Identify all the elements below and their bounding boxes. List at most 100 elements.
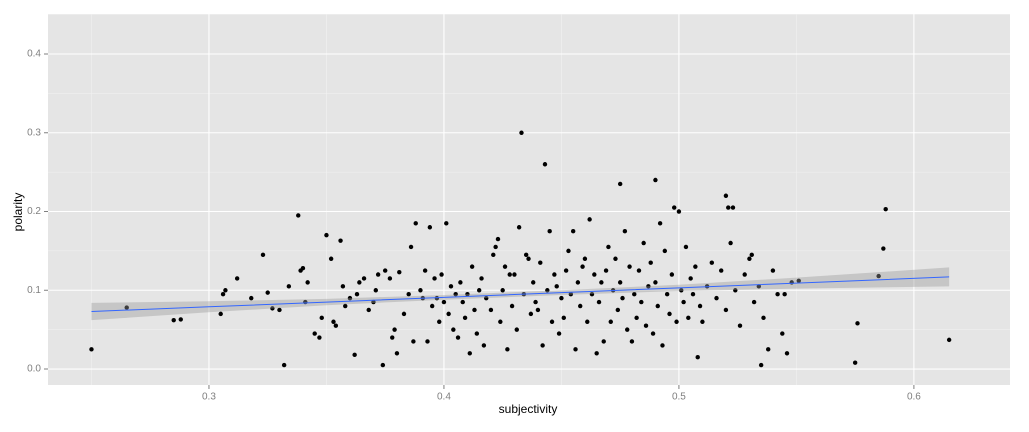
point: [505, 347, 510, 352]
point: [512, 272, 517, 277]
point: [331, 319, 336, 324]
point: [429, 303, 435, 309]
point: [556, 331, 562, 336]
point: [578, 303, 583, 309]
point: [444, 221, 449, 226]
point: [498, 319, 503, 324]
point: [737, 323, 743, 328]
point: [343, 303, 348, 309]
point: [281, 362, 287, 368]
point: [674, 319, 679, 324]
point: [260, 252, 266, 258]
point: [418, 288, 423, 293]
point: [697, 303, 703, 309]
point: [542, 162, 548, 167]
point: [220, 291, 226, 297]
point: [881, 246, 886, 251]
point: [540, 343, 545, 348]
point: [620, 295, 625, 301]
point: [545, 288, 550, 293]
point: [641, 240, 646, 246]
point: [747, 256, 752, 261]
x-tick-label: 0.4: [437, 392, 451, 403]
point: [491, 252, 496, 258]
point: [601, 339, 606, 344]
point: [373, 288, 378, 293]
point: [667, 311, 672, 317]
point: [507, 272, 512, 277]
y-tick-label: 0.2: [27, 206, 41, 217]
point: [472, 307, 477, 313]
point: [672, 205, 677, 210]
plot-panel: [48, 14, 1010, 385]
fit-line: [91, 276, 950, 313]
point: [653, 280, 658, 285]
point: [664, 291, 670, 297]
point: [780, 331, 785, 336]
point: [596, 299, 602, 305]
point: [493, 244, 498, 250]
point: [559, 295, 564, 301]
point: [573, 347, 578, 352]
point: [467, 351, 472, 356]
point: [599, 280, 604, 285]
point: [686, 315, 691, 321]
point: [474, 331, 480, 336]
point: [406, 291, 411, 297]
y-tick-label: 0.3: [27, 127, 41, 138]
point: [669, 272, 675, 277]
point: [688, 276, 693, 281]
point: [582, 256, 588, 261]
point: [361, 276, 367, 281]
point: [660, 343, 665, 348]
point: [758, 362, 764, 368]
point: [681, 299, 686, 305]
point: [617, 280, 623, 285]
point: [366, 307, 371, 313]
point: [657, 221, 663, 226]
point: [312, 331, 317, 336]
point: [413, 221, 418, 226]
point: [766, 347, 771, 352]
point: [547, 228, 552, 234]
point: [636, 268, 642, 273]
point: [608, 319, 613, 324]
point: [719, 268, 724, 273]
point: [460, 299, 465, 305]
point: [770, 268, 776, 273]
point: [509, 303, 515, 309]
point: [695, 355, 700, 360]
point: [434, 295, 440, 301]
point: [639, 299, 644, 305]
point: [566, 248, 571, 254]
point: [655, 303, 660, 309]
point: [178, 317, 183, 322]
point: [693, 264, 698, 269]
point: [761, 315, 766, 321]
point: [354, 291, 360, 297]
point: [549, 319, 555, 324]
point: [585, 319, 590, 324]
point: [441, 299, 447, 305]
point: [380, 362, 386, 368]
y-axis-label: polarity: [11, 193, 25, 232]
point: [603, 268, 609, 273]
point: [516, 225, 522, 230]
point: [679, 288, 684, 293]
point: [390, 335, 395, 340]
point: [451, 327, 456, 332]
point: [340, 284, 346, 289]
point: [751, 299, 757, 305]
point: [296, 213, 301, 218]
point: [782, 291, 787, 297]
point: [218, 311, 223, 317]
point: [484, 295, 489, 301]
point: [305, 280, 310, 285]
point: [89, 347, 94, 352]
point: [570, 228, 576, 234]
point: [502, 264, 508, 269]
point: [723, 307, 729, 313]
point: [465, 291, 470, 297]
